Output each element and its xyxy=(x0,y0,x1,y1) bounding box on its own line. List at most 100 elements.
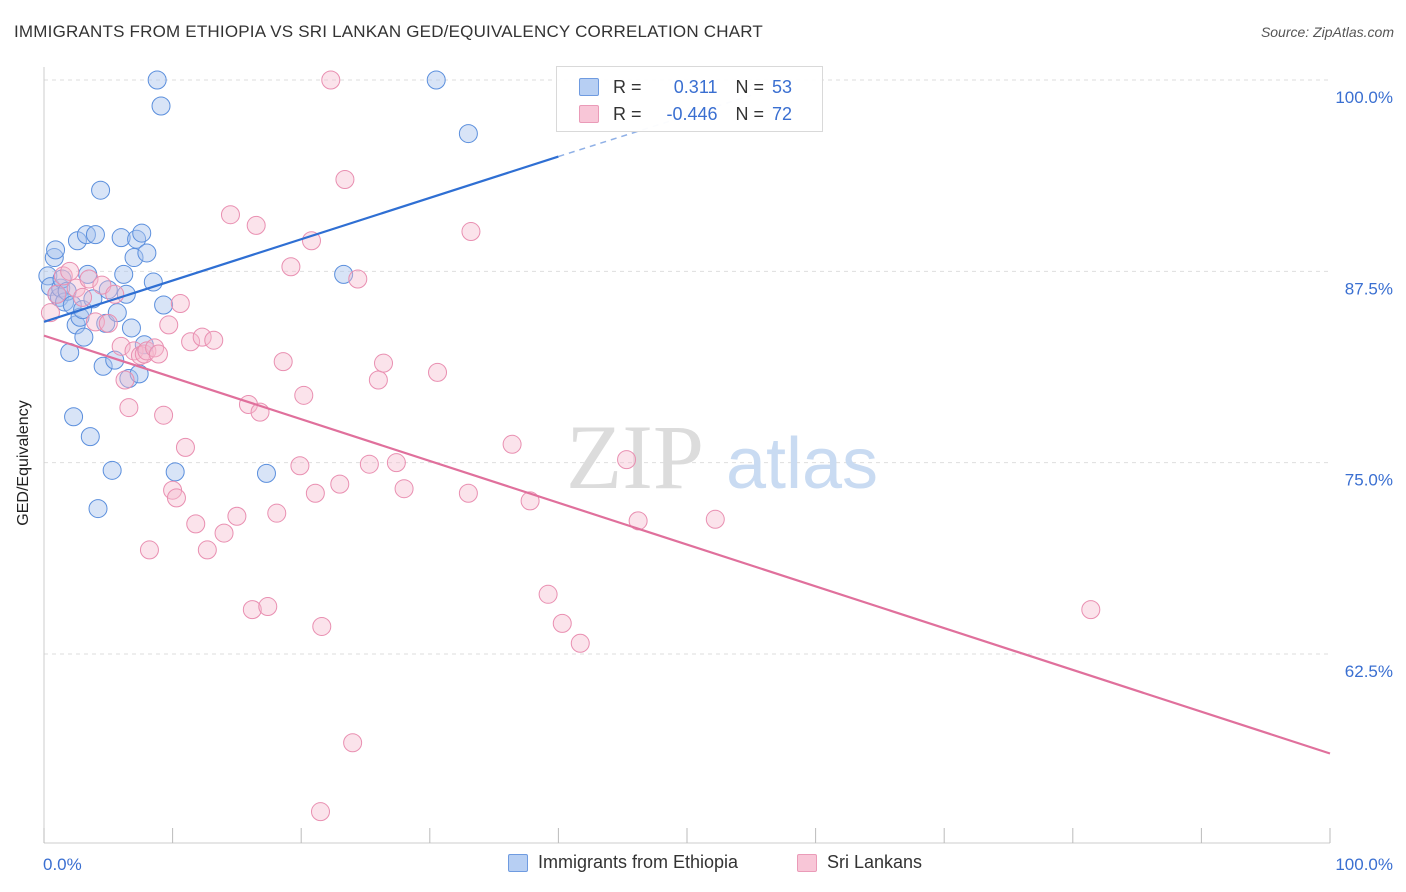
data-point-srilankan xyxy=(148,344,168,364)
data-point-srilankan xyxy=(359,454,379,474)
data-point-ethiopia xyxy=(93,356,113,376)
data-point-srilankan xyxy=(321,70,341,90)
y-tick-label: 87.5% xyxy=(1345,279,1393,298)
data-point-srilankan xyxy=(273,352,293,372)
data-point-srilankan xyxy=(92,275,112,295)
data-point-ethiopia xyxy=(121,318,141,338)
legend-r-label: R = xyxy=(613,76,642,97)
data-point-srilankan xyxy=(47,284,67,304)
legend-row-ethiopia: R = 0.311 N = 53 xyxy=(579,74,792,100)
data-point-ethiopia xyxy=(74,327,94,347)
data-point-srilankan xyxy=(343,733,363,753)
y-tick-label: 100.0% xyxy=(1335,88,1393,107)
bottom-legend-srilankan: Sri Lankans xyxy=(797,852,922,873)
watermark-atlas: atlas xyxy=(726,424,878,504)
data-point-ethiopia xyxy=(83,289,103,309)
data-point-srilankan xyxy=(166,488,186,508)
stats-legend: R = 0.311 N = 53 R = -0.446 N = 72 xyxy=(556,66,823,132)
data-point-srilankan xyxy=(258,597,278,617)
bottom-legend-label: Sri Lankans xyxy=(827,852,923,872)
data-point-srilankan xyxy=(386,453,406,473)
data-point-srilankan xyxy=(705,509,725,529)
data-point-srilankan xyxy=(137,341,157,361)
data-point-ethiopia xyxy=(165,462,185,482)
data-point-ethiopia xyxy=(91,180,111,200)
data-point-ethiopia xyxy=(46,240,66,260)
data-point-ethiopia xyxy=(124,248,144,268)
legend-swatch-blue xyxy=(579,78,599,96)
gridlines xyxy=(44,79,1330,655)
data-point-ethiopia xyxy=(114,264,134,284)
data-point-srilankan xyxy=(204,330,224,350)
data-point-srilankan xyxy=(428,362,448,382)
y-axis-label: GED/Equivalency xyxy=(15,400,32,526)
legend-r-label: R = xyxy=(613,103,642,124)
data-point-srilankan xyxy=(154,405,174,425)
data-point-ethiopia xyxy=(256,463,276,483)
data-point-ethiopia xyxy=(143,272,163,292)
data-point-srilankan xyxy=(552,613,572,633)
data-point-ethiopia xyxy=(458,124,478,144)
data-point-srilankan xyxy=(192,327,212,347)
data-point-srilankan xyxy=(170,293,190,313)
data-point-srilankan xyxy=(66,278,86,298)
data-point-ethiopia xyxy=(85,225,105,245)
data-point-srilankan xyxy=(267,503,287,523)
legend-n-value: 72 xyxy=(772,103,793,124)
y-tick-label: 75.0% xyxy=(1345,471,1393,490)
bottom-legend-swatch-blue xyxy=(508,853,528,872)
data-point-ethiopia xyxy=(334,264,354,284)
chart-title: IMMIGRANTS FROM ETHIOPIA VS SRI LANKAN G… xyxy=(14,22,763,41)
bottom-legend-label: Immigrants from Ethiopia xyxy=(538,852,739,872)
data-point-srilankan xyxy=(40,303,60,323)
data-point-ethiopia xyxy=(44,248,64,268)
data-point-srilankan xyxy=(214,523,234,543)
data-point-ethiopia xyxy=(137,243,157,263)
data-point-srilankan xyxy=(368,370,388,390)
legend-n-label: N = xyxy=(735,103,765,124)
trend-line-srilankan xyxy=(43,334,1331,755)
data-point-srilankan xyxy=(175,437,195,457)
data-point-srilankan xyxy=(115,370,135,390)
data-point-srilankan xyxy=(458,483,478,503)
legend-n-label: N = xyxy=(735,76,765,97)
data-point-srilankan xyxy=(617,450,637,470)
data-point-srilankan xyxy=(394,479,414,499)
data-point-srilankan xyxy=(60,261,80,281)
x-tick-label: 100.0% xyxy=(1335,855,1393,874)
data-point-srilankan xyxy=(220,205,240,225)
data-point-srilankan xyxy=(348,269,368,289)
data-point-srilankan xyxy=(134,344,154,364)
data-point-srilankan xyxy=(335,169,355,189)
watermark: ZIP atlas xyxy=(566,406,878,508)
data-point-srilankan xyxy=(139,540,159,560)
data-point-ethiopia xyxy=(80,427,100,447)
data-point-srilankan xyxy=(374,353,394,373)
data-point-ethiopia xyxy=(147,70,167,90)
data-point-srilankan xyxy=(227,506,247,526)
data-point-srilankan xyxy=(242,600,262,620)
data-point-srilankan xyxy=(312,616,332,636)
source-label: Source: ZipAtlas.com xyxy=(1260,24,1394,40)
data-point-srilankan xyxy=(73,287,93,307)
data-point-srilankan xyxy=(294,385,314,405)
data-point-ethiopia xyxy=(102,460,122,480)
data-point-srilankan xyxy=(520,491,540,511)
bottom-legend-swatch-pink xyxy=(797,853,817,872)
data-point-srilankan xyxy=(570,633,590,653)
data-point-ethiopia xyxy=(52,269,72,289)
y-tick-label: 62.5% xyxy=(1345,662,1393,681)
data-point-ethiopia xyxy=(88,499,108,519)
tick-labels: 62.5% 75.0% 87.5% 100.0% 0.0% 100.0% xyxy=(43,88,1393,874)
data-point-srilankan xyxy=(119,398,139,418)
legend-n-value: 53 xyxy=(772,76,793,97)
data-point-ethiopia xyxy=(154,295,174,315)
data-point-srilankan xyxy=(310,802,330,822)
axes xyxy=(43,67,1331,844)
data-point-srilankan xyxy=(330,474,350,494)
data-point-ethiopia xyxy=(64,407,84,427)
legend-row-srilankan: R = -0.446 N = 72 xyxy=(579,101,792,127)
data-points xyxy=(38,70,1101,822)
data-point-srilankan xyxy=(290,456,310,476)
